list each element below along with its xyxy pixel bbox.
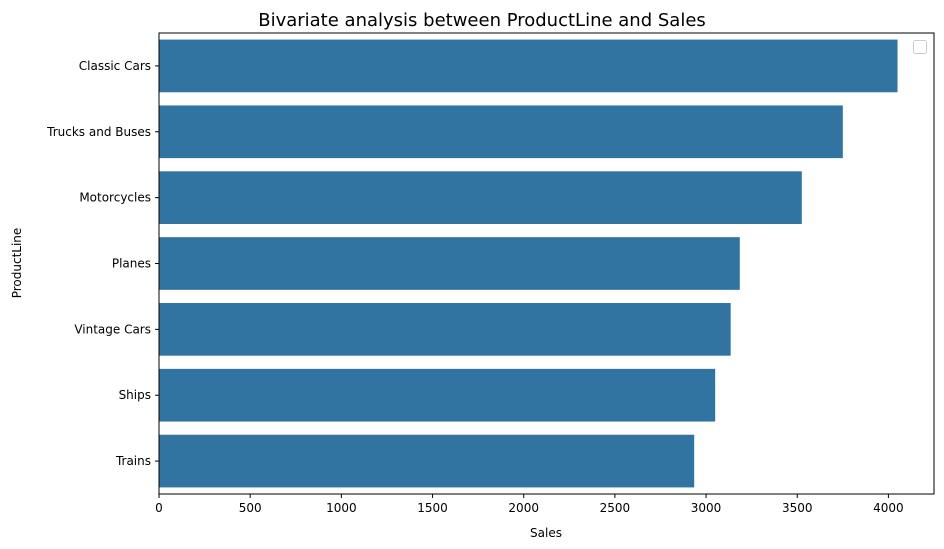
bar-motorcycles (159, 171, 802, 224)
x-tick-label: 2500 (600, 501, 631, 515)
x-tick-label: 3000 (691, 501, 722, 515)
x-tick-label: 3500 (782, 501, 813, 515)
bar-ships (159, 368, 716, 422)
y-tick-label: Vintage Cars (74, 322, 151, 336)
x-tick-label: 4000 (873, 501, 904, 515)
y-tick-label: Ships (119, 388, 151, 402)
x-tick-label: 1500 (417, 501, 448, 515)
y-tick-label: Planes (112, 257, 151, 271)
y-axis-ticks: Classic Cars Trucks and Buses Motorcycles P… (46, 59, 159, 468)
x-axis-ticks: 0 500 1000 1500 2000 2500 3000 3500 4000 (155, 494, 904, 515)
bars-group (159, 39, 898, 488)
bar-classic-cars (159, 39, 898, 93)
y-tick-label: Classic Cars (79, 59, 151, 73)
plot-frame (158, 32, 935, 495)
x-tick-label: 1000 (326, 501, 357, 515)
legend-box (913, 40, 927, 54)
bar-trucks-and-buses (159, 105, 843, 159)
bar-vintage-cars (159, 303, 731, 356)
y-tick-label: Motorcycles (79, 191, 151, 205)
y-axis-title: ProductLine (10, 228, 24, 299)
bar-trains (159, 434, 695, 488)
chart-title: Bivariate analysis between ProductLine a… (258, 10, 706, 31)
x-tick-label: 0 (155, 501, 163, 515)
x-axis-title: Sales (530, 526, 562, 540)
x-tick-label: 500 (239, 501, 262, 515)
bar-planes (159, 237, 740, 290)
y-tick-label: Trains (115, 454, 151, 468)
y-tick-label: Trucks and Buses (46, 125, 151, 139)
x-tick-label: 2000 (508, 501, 539, 515)
